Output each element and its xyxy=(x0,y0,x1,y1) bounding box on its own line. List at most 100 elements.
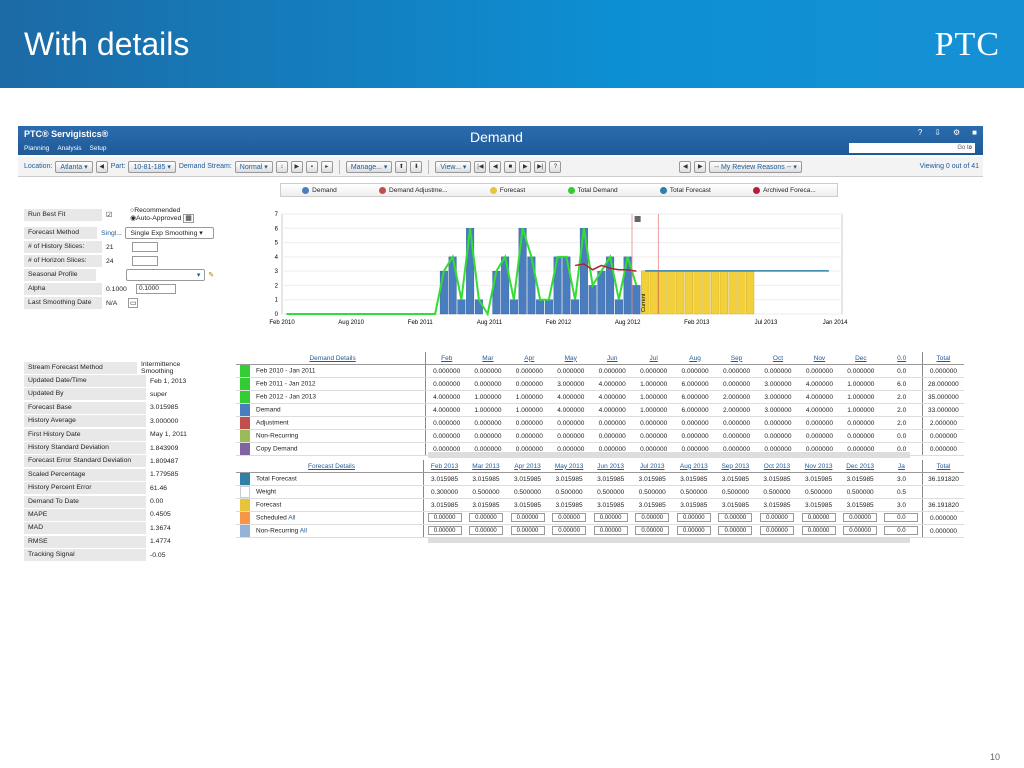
cell-input[interactable]: 0.00000 xyxy=(552,525,587,535)
table-cell[interactable]: 0.0 xyxy=(880,511,923,525)
play-icon[interactable]: ▶ xyxy=(290,160,303,173)
table-cell[interactable]: 0.00000 xyxy=(631,511,674,525)
gear-icon[interactable]: ⚙ xyxy=(952,128,961,137)
cell-input[interactable]: 0.0 xyxy=(884,525,919,535)
column-header[interactable]: Nov 2013 xyxy=(797,460,840,473)
upload-icon[interactable]: ⬆ xyxy=(395,160,408,173)
column-header[interactable]: Dec xyxy=(840,352,882,365)
table-cell[interactable]: 0.00000 xyxy=(506,524,549,538)
column-header[interactable]: May xyxy=(550,352,592,365)
run-best-fit-checkbox[interactable]: ☑ xyxy=(106,212,113,219)
legend-item[interactable]: Demand Adjustme... xyxy=(379,186,448,194)
demand-bar[interactable] xyxy=(492,270,501,315)
table-cell[interactable]: 0.00000 xyxy=(673,524,715,538)
forecast-bar[interactable] xyxy=(719,270,728,315)
table-cell[interactable]: 0.00000 xyxy=(756,511,798,525)
table-cell[interactable]: 0.00000 xyxy=(548,524,590,538)
column-header[interactable]: Oct xyxy=(757,352,799,365)
section-header[interactable]: Demand Details xyxy=(236,352,427,365)
table-cell[interactable]: 0.00000 xyxy=(839,524,881,538)
menu-item-planning[interactable]: Planning xyxy=(24,145,50,152)
legend-item[interactable]: Forecast xyxy=(489,186,525,194)
table-cell[interactable]: 0.00000 xyxy=(506,511,549,525)
forecast-bar[interactable] xyxy=(667,270,676,315)
column-header[interactable]: Mar xyxy=(467,352,509,365)
series-swatch[interactable] xyxy=(240,404,250,416)
table-cell[interactable]: 0.00000 xyxy=(839,511,881,525)
total-demand-line[interactable] xyxy=(286,227,638,317)
history-slices-input[interactable] xyxy=(132,242,158,252)
stop-icon[interactable]: ■ xyxy=(504,160,517,173)
series-swatch[interactable] xyxy=(240,443,250,455)
series-swatch[interactable] xyxy=(240,473,250,485)
series-swatch[interactable] xyxy=(240,486,250,498)
table-cell[interactable]: 0.00000 xyxy=(423,511,466,525)
location-select[interactable]: Atlanta ▾ xyxy=(55,160,93,173)
forecast-bar[interactable] xyxy=(649,270,658,315)
cell-input[interactable]: 0.00000 xyxy=(468,512,503,522)
legend-item[interactable]: Demand xyxy=(302,186,337,194)
cell-input[interactable]: 0.00000 xyxy=(510,512,545,522)
cell-input[interactable]: 0.00000 xyxy=(635,512,670,522)
cell-input[interactable]: 0.00000 xyxy=(593,525,628,535)
forecast-bar[interactable] xyxy=(658,270,667,315)
cell-input[interactable]: 0.00000 xyxy=(510,525,545,535)
column-header[interactable]: Sep xyxy=(715,352,758,365)
demand-bar[interactable] xyxy=(474,299,483,315)
help-icon[interactable]: ? xyxy=(917,128,923,137)
demand-bar[interactable] xyxy=(457,299,466,315)
cell-input[interactable]: 0.00000 xyxy=(427,525,462,535)
cell-input[interactable]: 0.00000 xyxy=(635,525,670,535)
last-icon[interactable]: ▶| xyxy=(534,160,547,173)
manage-menu[interactable]: Manage... ▾ xyxy=(345,160,393,173)
demand-bar[interactable] xyxy=(571,299,580,315)
location-back-icon[interactable]: ◀ xyxy=(95,160,108,173)
demand-bar[interactable] xyxy=(632,285,641,315)
cell-input[interactable]: 0.00000 xyxy=(843,525,878,535)
cell-input[interactable]: 0.00000 xyxy=(759,525,794,535)
column-header[interactable]: 0.0 xyxy=(881,352,923,365)
cell-input[interactable]: 0.00000 xyxy=(676,512,711,522)
download-icon[interactable]: ⇩ xyxy=(934,128,941,137)
search-icon[interactable]: ⌕ xyxy=(968,145,972,151)
seasonal-profile-select[interactable]: ▾ xyxy=(125,269,206,281)
column-header[interactable]: Jun 2013 xyxy=(589,460,632,473)
table-cell[interactable]: 0.00000 xyxy=(797,524,840,538)
column-header[interactable]: Dec 2013 xyxy=(839,460,881,473)
forecast-bar[interactable] xyxy=(728,270,737,315)
table-cell[interactable]: 0.00000 xyxy=(548,511,590,525)
cell-input[interactable]: 0.00000 xyxy=(427,512,462,522)
next-icon[interactable]: ▸ xyxy=(320,160,333,173)
column-header[interactable]: Jun xyxy=(591,352,633,365)
menu-item-setup[interactable]: Setup xyxy=(89,145,107,152)
cell-input[interactable]: 0.0 xyxy=(884,512,919,522)
series-swatch[interactable] xyxy=(240,365,250,377)
legend-item[interactable]: Total Forecast xyxy=(659,186,711,194)
column-header[interactable]: Apr 2013 xyxy=(506,460,549,473)
table-cell[interactable]: 0.00000 xyxy=(589,524,632,538)
table-cell[interactable]: 0.00000 xyxy=(714,511,757,525)
demand-bar[interactable] xyxy=(614,299,623,315)
method-select[interactable]: Single Exp Smoothing ▾ xyxy=(125,227,214,239)
edit-profile-icon[interactable]: ✎ xyxy=(208,272,214,279)
window-icon[interactable]: ■ xyxy=(972,128,977,137)
first-icon[interactable]: |◀ xyxy=(474,160,487,173)
chart-icon[interactable]: ▦ xyxy=(183,214,194,223)
column-header[interactable]: Sep 2013 xyxy=(714,460,757,473)
column-header[interactable]: Aug 2013 xyxy=(673,460,715,473)
column-header[interactable]: Jul 2013 xyxy=(631,460,674,473)
column-header[interactable]: Aug xyxy=(674,352,716,365)
forecast-bar[interactable] xyxy=(676,270,685,315)
table-cell[interactable]: 0.0 xyxy=(880,524,923,538)
part-select[interactable]: 10-81-185 ▾ xyxy=(128,160,176,173)
forecast-scrollbar[interactable] xyxy=(428,537,910,543)
column-header[interactable]: Ja xyxy=(880,460,923,473)
sort-icon[interactable]: ↕ xyxy=(275,160,288,173)
cell-input[interactable]: 0.00000 xyxy=(718,525,753,535)
download-icon[interactable]: ⬇ xyxy=(410,160,423,173)
menu-item-analysis[interactable]: Analysis xyxy=(57,145,82,152)
column-header[interactable]: Apr xyxy=(508,352,551,365)
demand-bar[interactable] xyxy=(536,299,545,315)
demand-bar[interactable] xyxy=(466,228,475,315)
cell-input[interactable]: 0.00000 xyxy=(593,512,628,522)
